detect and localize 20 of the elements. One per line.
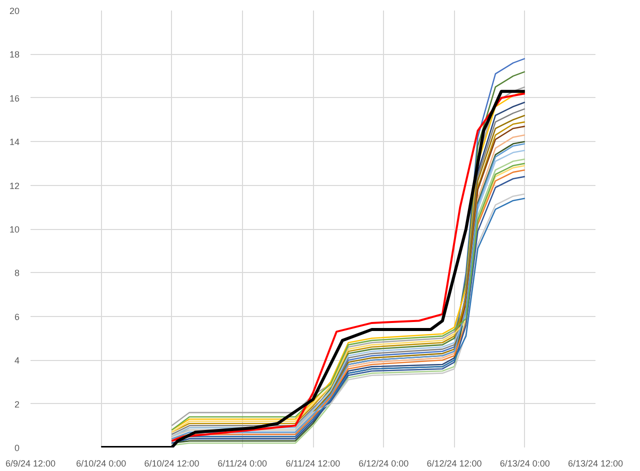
y-tick-label: 8 xyxy=(14,268,20,278)
x-tick-label: 6/10/24 0:00 xyxy=(76,458,126,468)
x-tick-label: 6/12/24 0:00 xyxy=(358,458,409,468)
x-tick-label: 6/12/24 12:00 xyxy=(426,458,482,468)
y-tick-label: 12 xyxy=(9,180,20,191)
x-tick-label: 6/13/24 12:00 xyxy=(568,458,624,468)
y-tick-label: 2 xyxy=(14,399,20,410)
y-tick-label: 14 xyxy=(9,137,20,148)
y-tick-label: 20 xyxy=(9,6,20,16)
y-tick-label: 0 xyxy=(14,443,20,453)
y-tick-label: 6 xyxy=(14,312,20,322)
x-tick-label: 6/11/24 12:00 xyxy=(286,458,340,468)
y-tick-label: 18 xyxy=(9,50,20,60)
x-tick-label: 6/10/24 12:00 xyxy=(144,458,200,468)
x-tick-label: 6/9/24 12:00 xyxy=(5,458,56,468)
y-tick-label: 4 xyxy=(14,356,20,366)
x-tick-label: 6/11/24 0:00 xyxy=(218,458,268,468)
x-tick-label: 6/13/24 0:00 xyxy=(500,458,550,468)
y-tick-label: 16 xyxy=(9,93,20,104)
y-tick-label: 10 xyxy=(9,224,20,234)
